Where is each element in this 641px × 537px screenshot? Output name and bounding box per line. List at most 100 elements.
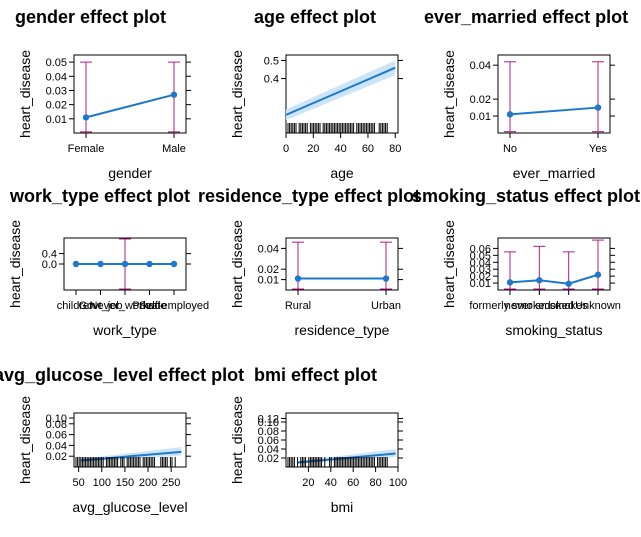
x-axis-label: work_type [92, 322, 157, 338]
x-tick-label: Female [68, 143, 105, 155]
y-tick-label: 0.06 [46, 430, 67, 442]
y-tick-label: 0.02 [258, 264, 279, 276]
y-tick-label: 0.01 [258, 275, 279, 287]
x-tick-label: formerly smoked [469, 300, 550, 312]
y-tick-label: 0.04 [46, 71, 67, 83]
x-axis-label: smoking_status [505, 322, 602, 338]
x-tick-label: 50 [73, 477, 85, 489]
y-tick-label: 0.05 [470, 250, 491, 262]
y-tick-label: 0.02 [470, 271, 491, 283]
x-tick-label: 100 [389, 477, 407, 489]
y-tick-label: 0.04 [258, 243, 279, 255]
x-tick-label: Never_worked [90, 300, 161, 312]
y-tick-label: 0.04 [258, 444, 279, 456]
y-tick-label: 0.06 [470, 243, 491, 255]
y-tick-label: 0.01 [470, 278, 491, 290]
x-axis-label: ever_married [513, 165, 595, 181]
x-tick-label: 60 [362, 143, 374, 155]
rug [287, 123, 388, 133]
y-tick-label: 0.12 [258, 414, 279, 426]
x-tick-label: Private [132, 300, 166, 312]
y-tick-label: 0.03 [46, 85, 67, 97]
x-tick-label: 40 [325, 477, 337, 489]
effect-point [594, 104, 602, 111]
x-tick-label: 250 [162, 477, 180, 489]
x-tick-label: 80 [369, 477, 381, 489]
rug [287, 457, 388, 467]
plot-frame [285, 237, 399, 291]
x-tick-label: 20 [302, 477, 314, 489]
panel-title: age effect plot [254, 7, 376, 27]
x-tick-label: children [57, 300, 96, 312]
y-tick-label: 0.0 [42, 259, 57, 271]
y-axis-label: heart_disease [17, 396, 33, 484]
y-tick-label: 0.01 [470, 111, 491, 123]
x-axis-label: bmi [331, 499, 354, 515]
x-tick-label: Male [162, 143, 186, 155]
effect-panel: smoking_status effect plot0.010.020.030.… [412, 186, 640, 338]
x-tick-label: Self-employed [139, 300, 209, 312]
y-tick-label: 0.05 [46, 57, 67, 69]
x-axis-label: residence_type [295, 322, 390, 338]
x-tick-label: 60 [347, 477, 359, 489]
effect-panel: gender effect plot 0.01 0.02 0.03 0.04 0.05 he… [15, 7, 191, 181]
y-tick-label: 0.06 [258, 435, 279, 447]
effect-point [72, 260, 80, 268]
panel-title: avg_glucose_level effect plot [0, 365, 244, 385]
effect-point [146, 260, 153, 268]
effect-panel: avg_glucose_level effect plot0.020.040.0… [0, 365, 244, 515]
x-tick-label: 200 [139, 477, 157, 489]
y-axis-label: heart_disease [7, 220, 23, 308]
effect-panel: age effect plot 0.4 0.5 heart_disease 0 20 40 6… [229, 7, 403, 181]
panel-title: smoking_status effect plot [412, 186, 640, 206]
x-tick-label: No [503, 143, 517, 155]
x-tick-label: smokes [550, 300, 588, 312]
x-tick-label: Unknown [575, 300, 621, 312]
y-tick-label: 0.4 [42, 249, 57, 261]
x-tick-label: never smoked [505, 300, 574, 312]
effect-point [170, 260, 178, 268]
y-axis-label: heart_disease [229, 396, 245, 484]
effect-line [285, 66, 396, 116]
y-tick-label: 0.02 [46, 100, 67, 112]
effect-point [565, 280, 572, 287]
effect-line [85, 93, 175, 119]
y-tick-label: 0.4 [264, 74, 279, 86]
plot-frame [497, 237, 611, 291]
effect-point [170, 91, 178, 98]
x-tick-label: 100 [93, 477, 111, 489]
effect-point [536, 277, 543, 284]
effect-panel: residence_type effect plot 0.010.02 0.04 he… [198, 186, 420, 338]
y-tick-label: 0.02 [470, 94, 491, 106]
x-axis-label: gender [108, 165, 152, 181]
x-axis-label: avg_glucose_level [72, 499, 187, 515]
x-tick-label: 0 [283, 143, 289, 155]
plot-frame [73, 54, 187, 134]
y-axis-label: heart_disease [229, 220, 245, 308]
y-axis-label: heart_disease [441, 50, 457, 138]
y-tick-label: 0.02 [46, 451, 67, 463]
effect-panel: work_type effect plot 0.40.0 heart_disease… [7, 186, 209, 338]
effect-point [506, 111, 514, 118]
panel-title: gender effect plot [15, 7, 166, 27]
y-tick-label: 0.10 [258, 417, 279, 429]
effect-line [509, 106, 599, 116]
effect-point [506, 279, 514, 286]
panel-title: ever_married effect plot [424, 7, 628, 27]
panel-title: work_type effect plot [9, 186, 190, 206]
x-tick-label: 20 [307, 143, 319, 155]
x-tick-label: 150 [116, 477, 134, 489]
y-tick-label: 0.01 [46, 114, 67, 126]
y-tick-label: 0.08 [258, 426, 279, 438]
x-tick-label: 80 [389, 143, 401, 155]
effect-point [382, 275, 390, 282]
effect-point [294, 275, 302, 282]
y-tick-label: 0.02 [258, 453, 279, 465]
y-axis-label: heart_disease [17, 50, 33, 138]
x-axis-label: age [330, 165, 354, 181]
plot-frame [497, 54, 611, 134]
x-tick-label: Urban [371, 300, 401, 312]
effect-panel: bmi effect plot 0.020.040.060.080.100.12 h… [229, 365, 407, 515]
x-tick-label: 40 [335, 143, 347, 155]
